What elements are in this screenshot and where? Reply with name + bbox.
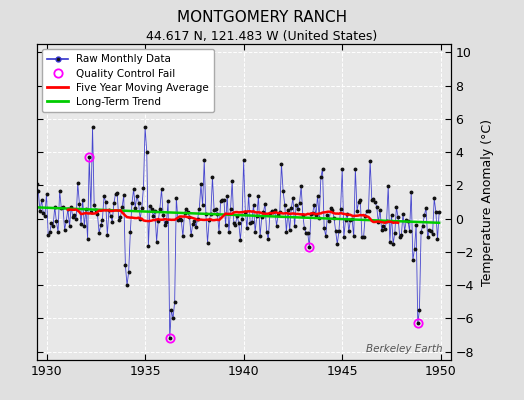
Legend: Raw Monthly Data, Quality Control Fail, Five Year Moving Average, Long-Term Tren: Raw Monthly Data, Quality Control Fail, … <box>42 49 214 112</box>
Text: MONTGOMERY RANCH: MONTGOMERY RANCH <box>177 10 347 25</box>
Text: Berkeley Earth: Berkeley Earth <box>366 344 442 354</box>
Text: 44.617 N, 121.483 W (United States): 44.617 N, 121.483 W (United States) <box>146 30 378 43</box>
Y-axis label: Temperature Anomaly (°C): Temperature Anomaly (°C) <box>481 118 494 286</box>
